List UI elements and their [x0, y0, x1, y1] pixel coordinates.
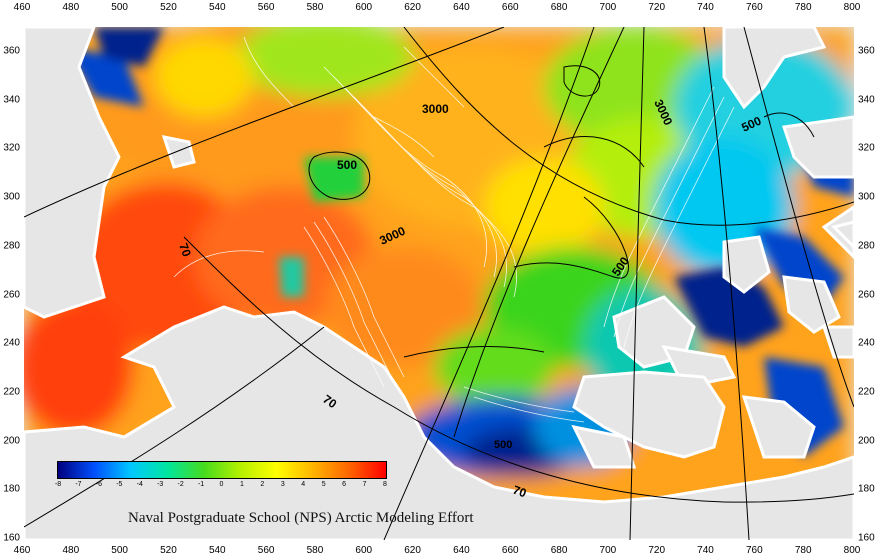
right-y-tick-label: 200 — [858, 435, 875, 447]
colorbar-tick-label: 3 — [280, 481, 285, 488]
top-x-tick-label: 800 — [843, 2, 861, 13]
contour-label-500: 500 — [337, 158, 357, 172]
land-masses — [24, 27, 854, 540]
top-x-tick-label: 560 — [257, 2, 275, 13]
colorbar-tick-label: 0 — [219, 481, 224, 488]
top-x-tick-label: 460 — [13, 2, 31, 13]
right-y-tick-label: 280 — [858, 240, 875, 252]
bottom-x-tick-label: 680 — [550, 545, 568, 556]
right-y-tick-label: 340 — [858, 94, 875, 106]
colorbar-tick-label: -4 — [136, 481, 143, 488]
colorbar-tick-label: -3 — [157, 481, 164, 488]
colorbar-tick-label: 2 — [260, 481, 265, 488]
bottom-x-tick-label: 720 — [648, 545, 666, 556]
left-y-tick-label: 260 — [3, 289, 20, 300]
contour-label-70: 70 — [176, 241, 194, 259]
bottom-x-tick-label: 520 — [160, 545, 177, 556]
top-x-tick-label: 640 — [453, 2, 470, 13]
colorbar-tick-label: 4 — [301, 481, 306, 488]
bottom-x-tick-label: 740 — [697, 545, 714, 556]
right-y-tick-label: 300 — [858, 191, 875, 203]
map-plot-area: 3000 3000 3000 500 500 500 70 70 70 500 — [24, 27, 854, 540]
top-x-tick-label: 660 — [501, 2, 519, 13]
colorbar-tick-label: -7 — [75, 481, 82, 488]
top-x-tick-label: 540 — [208, 2, 226, 13]
top-x-tick-label: 780 — [794, 2, 812, 13]
colorbar-tick-label: -2 — [177, 481, 184, 488]
bottom-x-tick-label: 500 — [111, 545, 128, 556]
colorbar-tick-label: -1 — [197, 481, 205, 488]
bottom-x-tick-label: 540 — [208, 545, 226, 556]
bottom-x-tick-label: 620 — [404, 545, 421, 556]
top-x-tick-label: 600 — [355, 2, 373, 13]
top-x-tick-label: 580 — [306, 2, 324, 13]
bottom-x-tick-label: 560 — [257, 545, 275, 556]
top-x-tick-label: 680 — [550, 2, 568, 13]
colorbar-tick-label: 1 — [239, 481, 244, 488]
colorbar-tick-label: -6 — [95, 481, 102, 488]
bottom-x-tick-label: 460 — [13, 545, 31, 556]
colorbar-tick-label: 5 — [321, 481, 326, 488]
top-x-tick-label: 700 — [599, 2, 617, 13]
top-x-tick-label: 520 — [160, 2, 177, 13]
colorbar-tick-label: 7 — [362, 481, 367, 488]
left-y-tick-label: 220 — [3, 386, 20, 398]
bottom-x-tick-label: 480 — [62, 545, 80, 556]
right-y-tick-label: 240 — [858, 337, 875, 349]
colorbar-tick-label: -5 — [116, 481, 123, 488]
left-y-tick-label: 200 — [3, 435, 20, 447]
top-x-tick-label: 480 — [62, 2, 80, 13]
left-y-tick-label: 360 — [3, 45, 20, 57]
bottom-x-tick-label: 780 — [794, 545, 812, 556]
bottom-x-tick-label: 600 — [355, 545, 373, 556]
left-y-tick-label: 180 — [3, 483, 20, 495]
top-x-tick-label: 620 — [404, 2, 421, 13]
bottom-x-tick-label: 800 — [843, 545, 861, 556]
right-y-tick-label: 220 — [858, 386, 875, 398]
top-x-tick-label: 720 — [648, 2, 666, 13]
left-y-tick-label: 280 — [3, 240, 20, 252]
bottom-x-tick-label: 580 — [306, 545, 324, 556]
right-y-tick-label: 260 — [858, 289, 875, 300]
colorbar-tick-label: -8 — [54, 481, 62, 488]
top-x-tick-label: 500 — [111, 2, 128, 13]
bottom-x-tick-label: 660 — [501, 545, 519, 556]
colorbar — [57, 461, 387, 479]
credit-text: Naval Postgraduate School (NPS) Arctic M… — [128, 510, 474, 526]
left-y-tick-label: 340 — [3, 94, 20, 106]
colorbar-tick-label: 6 — [342, 481, 347, 488]
isobath-500 — [308, 65, 815, 358]
top-x-tick-label: 760 — [746, 2, 763, 13]
right-y-tick-label: 360 — [858, 45, 875, 57]
right-y-tick-label: 180 — [858, 483, 875, 495]
right-y-tick-label: 160 — [858, 532, 875, 544]
top-x-tick-label: 740 — [697, 2, 714, 13]
bottom-x-tick-label: 640 — [453, 545, 470, 556]
left-y-tick-label: 240 — [3, 337, 20, 349]
left-y-tick-label: 320 — [3, 142, 20, 154]
contour-label-70: 70 — [511, 483, 529, 501]
contour-label-500: 500 — [494, 439, 512, 451]
bottom-x-tick-label: 760 — [746, 545, 763, 556]
colorbar-tick-label: 8 — [383, 481, 387, 488]
sea-surface-map: 3000 3000 3000 500 500 500 70 70 70 500 — [24, 27, 854, 540]
right-y-tick-label: 320 — [858, 142, 875, 154]
bottom-x-tick-label: 700 — [599, 545, 617, 556]
contour-label-3000: 3000 — [422, 102, 449, 116]
left-y-tick-label: 160 — [3, 532, 20, 544]
left-y-tick-label: 300 — [3, 191, 20, 203]
graticule — [24, 27, 854, 540]
